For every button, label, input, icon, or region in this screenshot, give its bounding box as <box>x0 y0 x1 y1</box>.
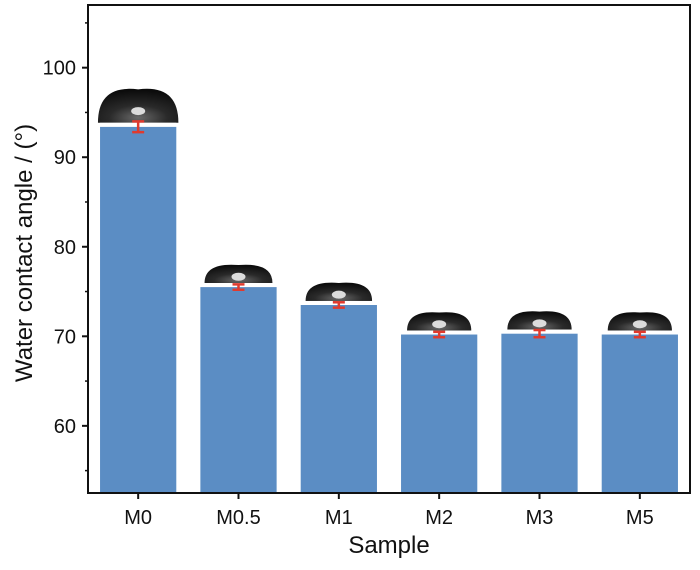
bar-m5 <box>601 334 678 493</box>
error-bar-m3 <box>533 328 546 339</box>
x-tick-label: M0.5 <box>216 507 260 529</box>
droplet-highlight <box>131 107 146 116</box>
y-tick-label: 60 <box>54 416 76 438</box>
bar-m0 <box>100 126 177 493</box>
error-bar-m0-5 <box>232 283 245 291</box>
bar-m3 <box>501 333 578 493</box>
error-bar-m5 <box>633 330 646 339</box>
x-tick-label: M5 <box>626 507 654 529</box>
droplet-highlight <box>331 290 346 299</box>
x-tick-label: M3 <box>526 507 554 529</box>
droplet-shape <box>97 88 179 123</box>
x-tick-label: M2 <box>425 507 453 529</box>
y-tick-label: 80 <box>54 237 76 259</box>
error-bar-m0 <box>132 120 145 134</box>
droplet-highlight <box>432 320 447 329</box>
x-tick-label: M0 <box>124 507 152 529</box>
bar-m2 <box>401 334 478 493</box>
y-tick-label: 100 <box>43 58 76 80</box>
bar-m0-5 <box>200 287 277 493</box>
y-axis-title: Water contact angle / (°) <box>11 124 38 382</box>
bar-m1 <box>300 304 377 493</box>
bars-layer <box>100 126 678 493</box>
error-bars-layer <box>132 120 646 339</box>
droplets-layer <box>97 83 678 335</box>
droplet-image-m0-5 <box>200 259 277 288</box>
droplet-highlight <box>632 320 647 329</box>
droplet-image-m1 <box>300 276 377 305</box>
plot-frame <box>87 4 691 494</box>
error-bar-m2 <box>433 330 446 339</box>
x-axis-ticks: M0 M0.5 M1 M2 M3 M5 <box>124 493 654 529</box>
droplet-image-m2 <box>401 306 478 335</box>
error-bar-m1 <box>332 301 345 309</box>
y-tick-label: 90 <box>54 147 76 169</box>
x-axis-title: Sample <box>348 532 429 559</box>
droplet-highlight <box>532 319 547 328</box>
droplet-image-m0 <box>97 83 179 127</box>
y-axis-ticks: 60 70 80 90 100 <box>43 22 88 472</box>
droplet-image-m5 <box>601 306 678 335</box>
y-tick-label: 70 <box>54 326 76 348</box>
droplet-highlight <box>231 272 246 281</box>
x-tick-label: M1 <box>325 507 353 529</box>
